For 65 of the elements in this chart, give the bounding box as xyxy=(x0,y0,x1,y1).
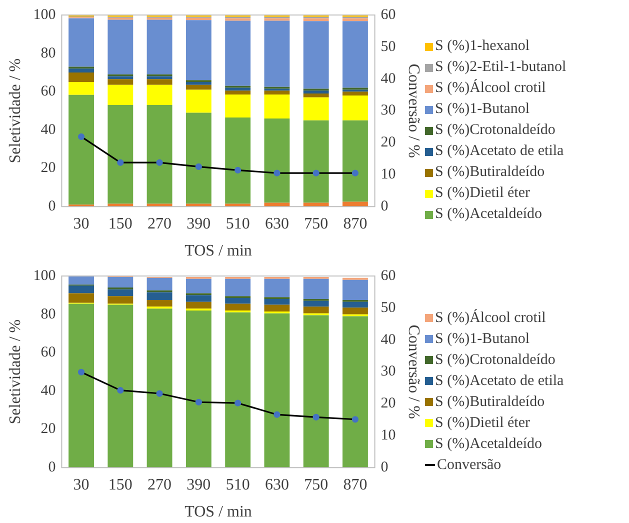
y-axis-title: Seletividade / % xyxy=(6,319,24,424)
x-tick-label: 510 xyxy=(226,215,250,232)
legend-label: S (%)Dietil éter xyxy=(435,414,530,432)
y-tick-label: 0 xyxy=(48,460,56,476)
y2-tick-label: 10 xyxy=(380,428,396,444)
y2-tick-label: 60 xyxy=(380,6,396,23)
y-axis-title: Seletividade / % xyxy=(6,58,24,164)
x-tick-label: 390 xyxy=(186,215,211,232)
x-tick-label: 750 xyxy=(304,476,328,494)
legend-label: S (%)Dietil éter xyxy=(435,184,530,203)
y-tick-label: 20 xyxy=(40,421,56,438)
x-tick-label: 150 xyxy=(108,215,132,232)
y-tick-label: 60 xyxy=(40,84,56,100)
legend-label: S (%)Acetato de etila xyxy=(435,372,564,390)
legend-label: S (%)1-Butanol xyxy=(435,100,530,119)
x-tick-label: 870 xyxy=(343,476,368,494)
y-tick-label: 100 xyxy=(33,268,56,284)
x-tick-label: 750 xyxy=(304,215,328,232)
x-tick-label: 150 xyxy=(108,476,132,494)
x-tick-label: 510 xyxy=(226,476,250,494)
legend-label: S (%)Álcool crotil xyxy=(435,78,546,98)
x-tick-label: 30 xyxy=(73,476,90,494)
y-tick-label: 80 xyxy=(40,306,56,322)
x-tick-label: 390 xyxy=(186,476,211,494)
y2-tick-label: 40 xyxy=(380,70,396,87)
y2-tick-label: 50 xyxy=(380,300,396,316)
x-tick-label: 30 xyxy=(73,215,90,232)
y2-axis-title: Conversão / % xyxy=(405,324,422,419)
y2-tick-label: 60 xyxy=(380,268,396,284)
y2-tick-label: 30 xyxy=(380,102,396,119)
x-axis-title: TOS / min xyxy=(184,504,252,521)
legend-label: S (%)2-Etil-1-butanol xyxy=(435,58,566,77)
y2-tick-label: 20 xyxy=(380,396,396,412)
y2-tick-label: 30 xyxy=(380,364,396,380)
y2-axis-title: Conversão / % xyxy=(405,64,422,158)
legend-label: S (%)Álcool crotil xyxy=(435,308,546,328)
y2-tick-label: 40 xyxy=(380,332,396,348)
x-tick-label: 270 xyxy=(148,215,172,232)
x-tick-label: 630 xyxy=(264,215,289,232)
y-tick-label: 40 xyxy=(40,122,56,138)
legend-label: S (%)Butiraldeído xyxy=(435,392,545,412)
y-tick-label: 100 xyxy=(33,6,56,23)
y2-tick-label: 20 xyxy=(380,134,396,151)
y-tick-label: 20 xyxy=(40,160,56,176)
legend-label: S (%)Acetato de etila xyxy=(435,142,564,161)
y-tick-label: 60 xyxy=(40,344,56,361)
y2-tick-label: 0 xyxy=(380,460,388,476)
x-tick-label: 270 xyxy=(148,476,172,494)
legend-label: S (%)Crotonaldeído xyxy=(435,121,556,140)
legend-label: S (%)Butiraldeído xyxy=(435,163,545,182)
legend-label: S (%)1-Butanol xyxy=(435,330,530,348)
y2-tick-label: 10 xyxy=(380,166,396,183)
legend-label: S (%)1-hexanol xyxy=(435,37,530,56)
y-tick-label: 80 xyxy=(40,45,56,62)
x-tick-label: 870 xyxy=(343,215,368,232)
x-axis-title: TOS / min xyxy=(184,242,252,260)
y-tick-label: 40 xyxy=(40,382,56,399)
y-tick-label: 0 xyxy=(48,198,56,215)
y2-tick-label: 50 xyxy=(380,38,396,55)
y2-tick-label: 0 xyxy=(380,198,388,215)
legend-label: S (%)Acetaldeído xyxy=(435,434,542,454)
legend-label: Conversão xyxy=(437,456,502,474)
legend-label: S (%)Acetaldeído xyxy=(435,205,542,224)
x-tick-label: 630 xyxy=(264,476,289,494)
legend-label: S (%)Crotonaldeído xyxy=(435,350,556,370)
